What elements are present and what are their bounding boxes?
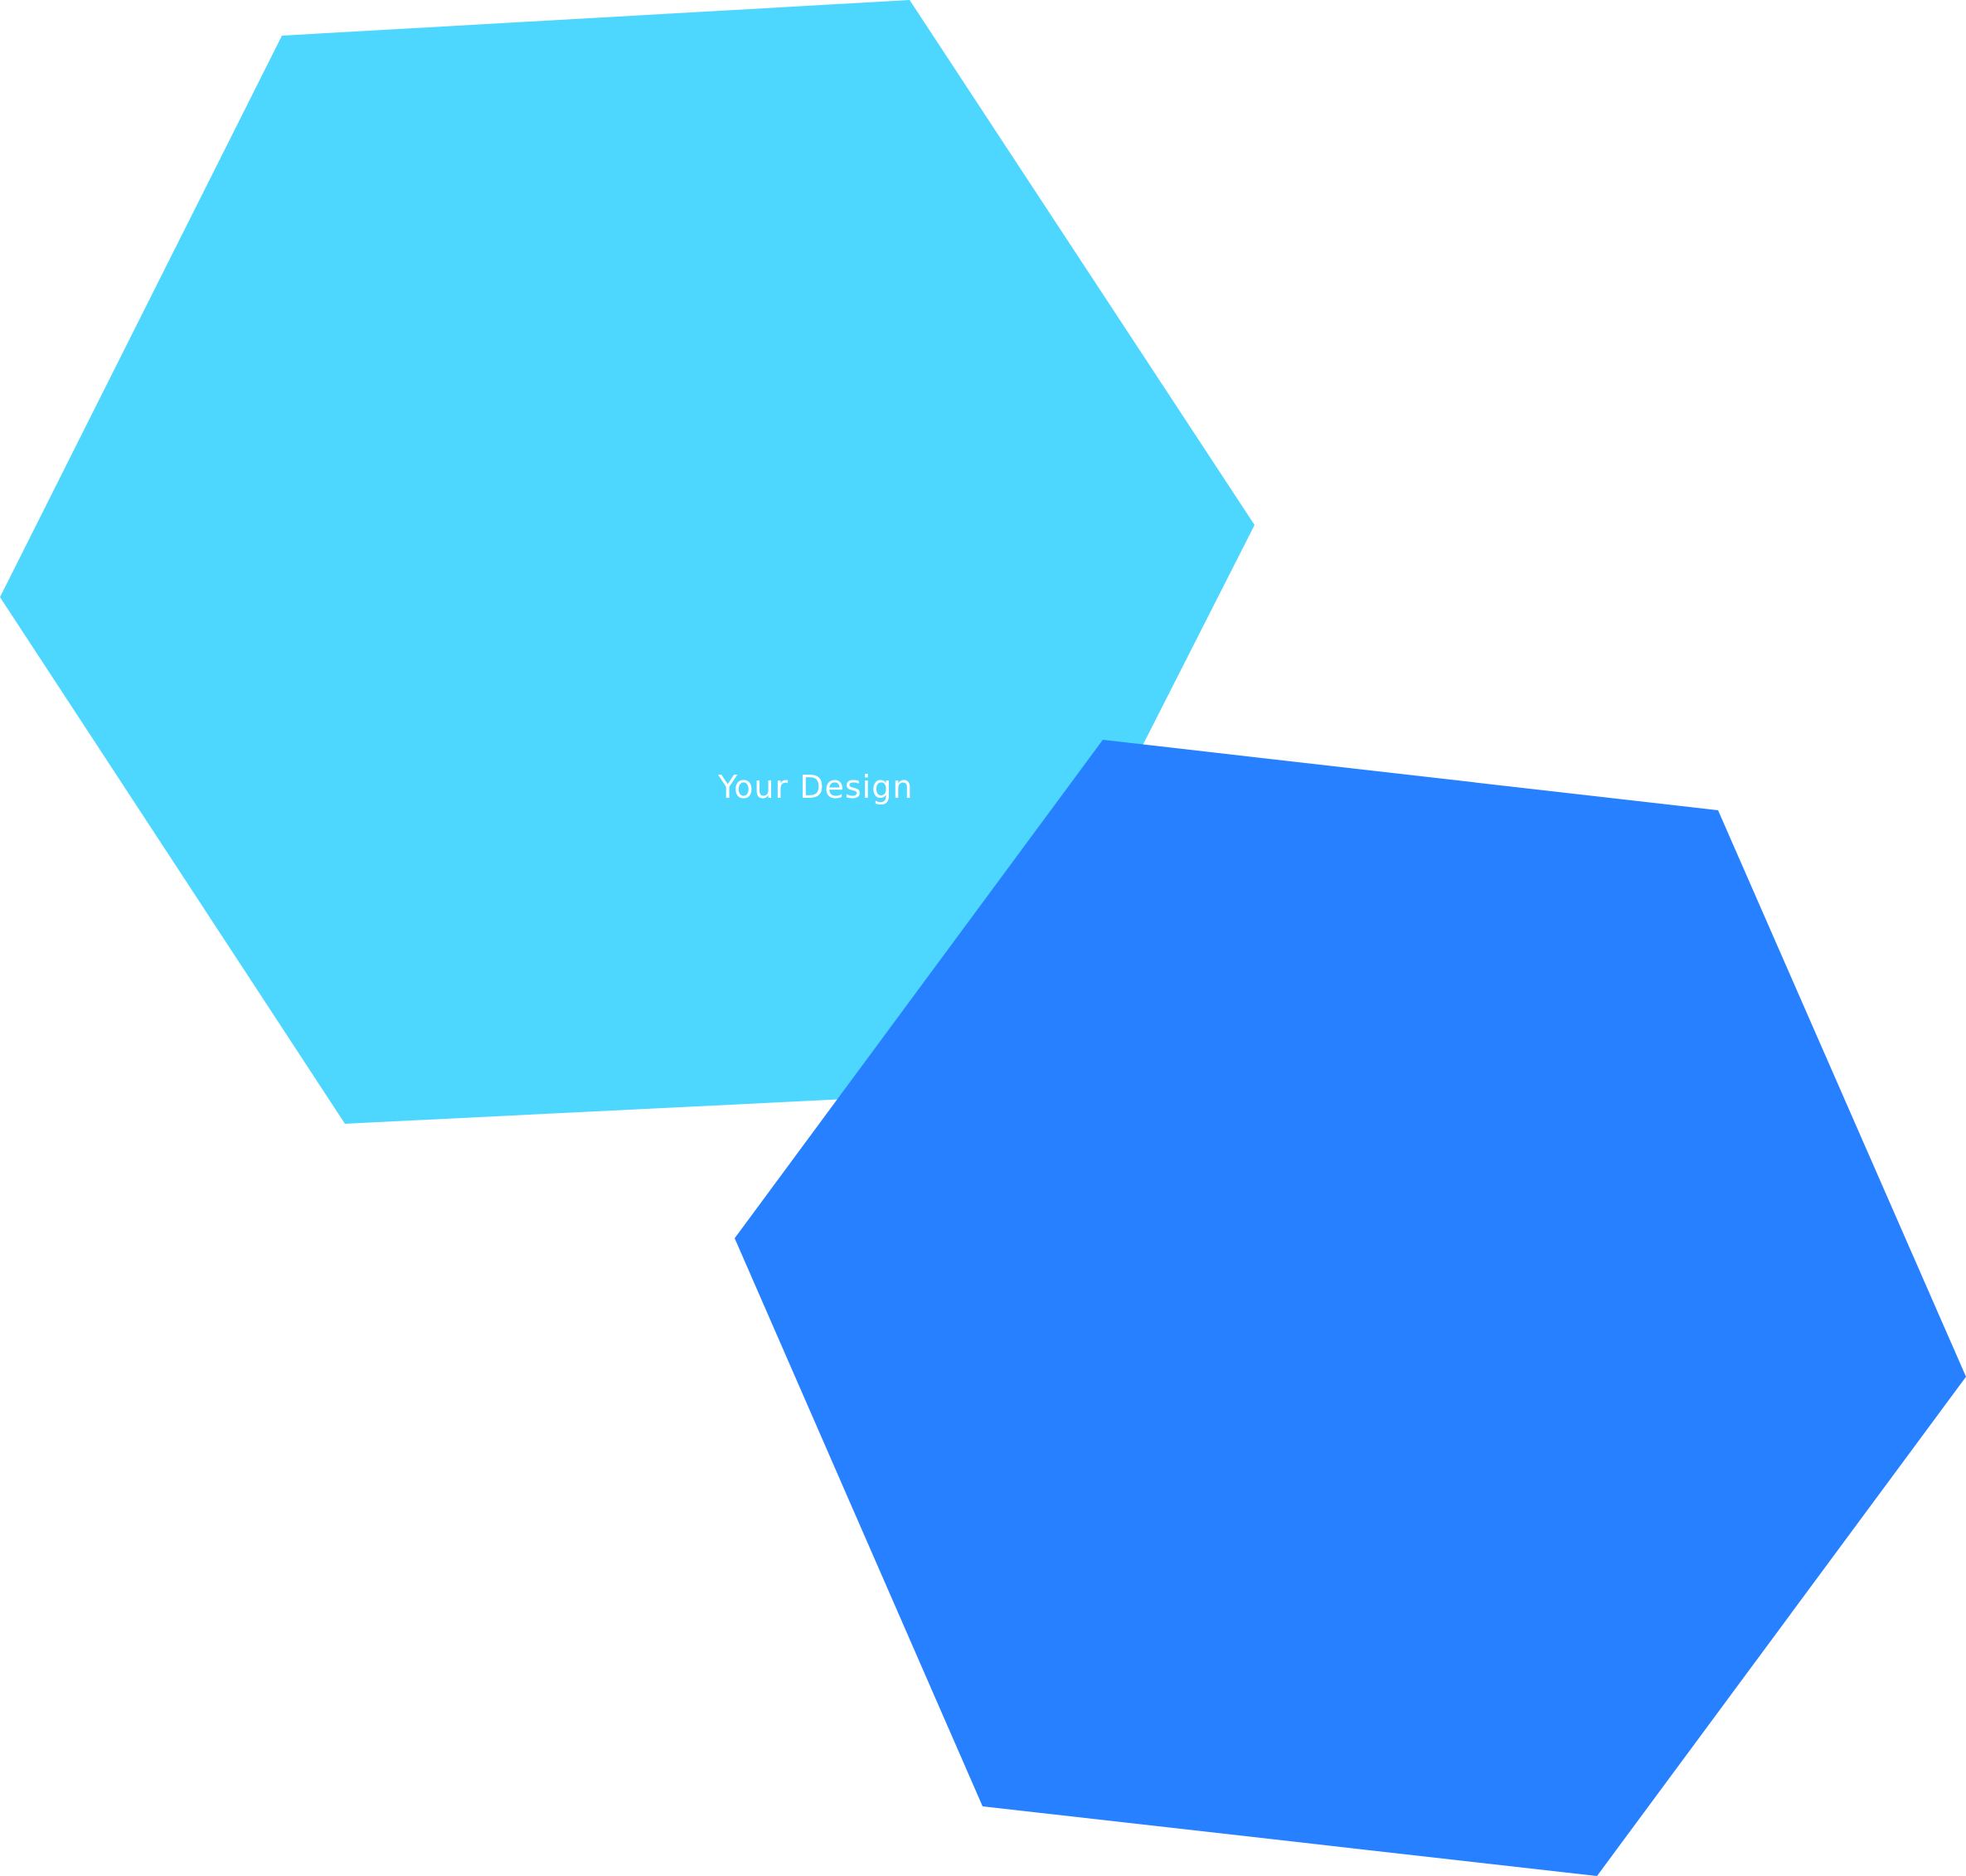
light-blue-hexagon (0, 0, 1255, 1124)
design-caption: Your Design (718, 769, 914, 805)
blue-hexagon (735, 740, 1966, 1876)
